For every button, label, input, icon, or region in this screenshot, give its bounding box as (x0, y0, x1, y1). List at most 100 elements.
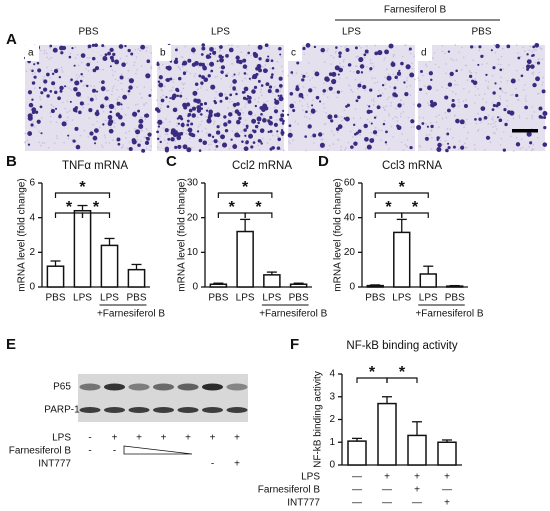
cell (430, 102, 436, 108)
cell (46, 94, 50, 98)
texture (87, 136, 90, 138)
texture (444, 112, 447, 114)
cell (305, 110, 308, 114)
cell (234, 133, 238, 137)
significance-bracket (244, 212, 273, 218)
texture (240, 131, 242, 133)
texture (531, 117, 533, 120)
bar (209, 283, 228, 288)
texture (156, 146, 159, 149)
texture (336, 138, 339, 141)
texture (113, 125, 116, 128)
cell (359, 64, 365, 69)
texture (422, 117, 425, 119)
texture (324, 61, 326, 64)
texture (494, 125, 497, 127)
cell (381, 83, 385, 87)
texture (366, 66, 368, 68)
texture (446, 128, 449, 130)
texture (418, 79, 421, 82)
cell (373, 116, 377, 119)
texture (418, 144, 421, 147)
condition-mark: — (352, 472, 362, 483)
texture (31, 73, 34, 75)
cell (175, 87, 179, 92)
cell (209, 46, 214, 52)
cell (131, 139, 137, 145)
y-tick-label: 60 (344, 178, 356, 189)
condition-mark: + (161, 433, 167, 444)
texture (70, 80, 73, 83)
texture (520, 138, 523, 141)
texture (407, 116, 410, 119)
texture (394, 115, 397, 118)
cell (491, 108, 495, 111)
texture (333, 133, 335, 136)
condition-mark: — (352, 485, 362, 496)
texture (111, 69, 114, 72)
cell (430, 124, 434, 129)
bar (393, 231, 411, 288)
texture (182, 131, 185, 134)
texture (166, 133, 169, 136)
cell (124, 44, 127, 48)
texture (501, 91, 504, 93)
cell (176, 94, 180, 98)
texture (383, 119, 386, 122)
texture (214, 47, 216, 50)
texture (449, 75, 452, 78)
texture (374, 44, 377, 47)
texture (359, 133, 361, 136)
cell (394, 93, 398, 98)
cell (271, 66, 275, 70)
texture (277, 135, 279, 138)
cell (31, 81, 36, 85)
cell (243, 128, 247, 132)
texture (470, 71, 473, 74)
cell (245, 147, 249, 151)
texture (114, 78, 117, 81)
texture (162, 121, 164, 124)
texture (383, 58, 385, 61)
texture (435, 115, 438, 118)
texture (33, 126, 36, 128)
texture (179, 68, 181, 71)
texture (105, 89, 108, 92)
cell (262, 68, 268, 74)
cell (333, 114, 338, 119)
cell (281, 133, 284, 137)
cell (499, 68, 503, 72)
bar (407, 434, 427, 466)
texture (40, 117, 43, 119)
texture (366, 104, 369, 107)
significance-star: * (385, 199, 392, 216)
band (79, 383, 101, 391)
cell (58, 75, 62, 79)
texture (493, 122, 495, 124)
cell (428, 71, 433, 76)
texture (330, 82, 332, 85)
texture (107, 89, 110, 92)
band (177, 383, 199, 391)
texture (496, 128, 498, 130)
texture (438, 66, 440, 68)
texture (189, 72, 192, 75)
condition-mark: + (414, 485, 420, 496)
cell (276, 130, 279, 133)
cell (252, 141, 256, 144)
texture (405, 44, 407, 47)
texture (182, 56, 184, 59)
texture (354, 65, 357, 67)
cell (396, 124, 400, 128)
cell (494, 82, 497, 85)
texture (326, 96, 329, 98)
texture (242, 112, 245, 114)
cell (393, 86, 397, 90)
texture (127, 69, 130, 72)
texture (339, 62, 341, 65)
texture (158, 68, 161, 70)
cell (176, 132, 182, 138)
texture (342, 65, 345, 68)
cell (257, 79, 261, 83)
y-axis-label: NF-kB binding activity (313, 371, 324, 468)
